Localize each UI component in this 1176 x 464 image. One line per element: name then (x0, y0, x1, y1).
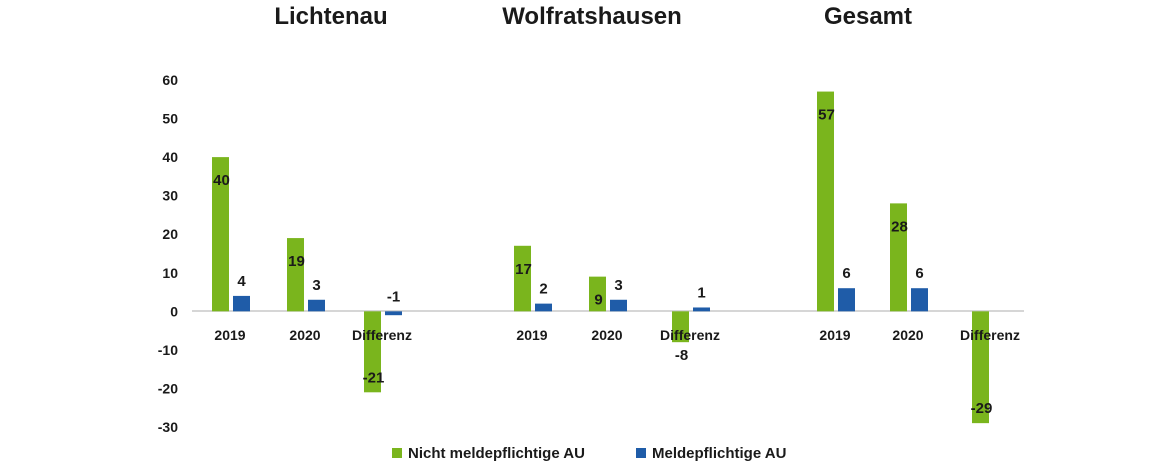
data-label: 57 (818, 107, 835, 124)
group-title: Gesamt (824, 3, 912, 30)
bar-meldepflichtig (385, 311, 402, 316)
bar-nicht-meldepflichtig (972, 311, 989, 424)
data-label: 9 (594, 292, 602, 309)
data-labels: 40 19 -21 17 9 -8 57 28 -29 4 3 -1 2 3 1 6 6 (213, 107, 992, 418)
bar-nicht-meldepflichtig (514, 245, 531, 312)
y-axis: 60 50 40 30 20 10 0 -10 -20 -30 (158, 72, 178, 435)
y-tick-label: 50 (162, 111, 178, 127)
category-label: Differenz (960, 327, 1020, 343)
data-label: 19 (288, 253, 305, 270)
bar-nicht-meldepflichtig (890, 203, 907, 312)
data-label: 6 (915, 265, 923, 282)
category-label: 2020 (289, 327, 320, 343)
legend-swatch (392, 448, 402, 458)
category-labels: 2019 2020 Differenz 2019 2020 Differenz 2019 20… (214, 327, 1020, 343)
legend: Nicht meldepflichtige AU Meldepflichtige … (392, 445, 786, 462)
bar-nicht-meldepflichtig (364, 311, 381, 393)
bar-nicht-meldepflichtig (212, 157, 229, 312)
data-label: 6 (842, 265, 850, 282)
y-tick-label: 30 (162, 188, 178, 204)
category-label: Differenz (352, 327, 412, 343)
category-label: 2019 (819, 327, 850, 343)
bar-meldepflichtig (838, 288, 855, 312)
y-tick-label: 40 (162, 149, 178, 165)
y-tick-label: 10 (162, 265, 178, 281)
data-label: 3 (614, 277, 622, 294)
bar-meldepflichtig (693, 307, 710, 312)
bars (212, 91, 989, 424)
legend-label: Nicht meldepflichtige AU (408, 445, 585, 462)
bar-meldepflichtig (233, 295, 250, 312)
bar-meldepflichtig (308, 299, 325, 312)
category-label: 2020 (591, 327, 622, 343)
bar-nicht-meldepflichtig (287, 238, 304, 312)
category-label: 2019 (214, 327, 245, 343)
category-label: Differenz (660, 327, 720, 343)
data-label: -8 (675, 347, 688, 364)
bar-nicht-meldepflichtig (672, 311, 689, 343)
bar-meldepflichtig (535, 303, 552, 312)
data-label: 1 (697, 284, 705, 301)
group-titles: Lichtenau Wolfratshausen Gesamt (274, 3, 912, 30)
data-label: 4 (237, 273, 246, 290)
category-label: 2020 (892, 327, 923, 343)
y-tick-label: -30 (158, 419, 178, 435)
data-label: -29 (971, 400, 993, 417)
data-label: -1 (387, 288, 400, 305)
data-label: -21 (363, 369, 385, 386)
group-title: Lichtenau (274, 3, 387, 30)
legend-swatch (636, 448, 646, 458)
bar-nicht-meldepflichtig (817, 91, 834, 312)
legend-label: Meldepflichtige AU (652, 445, 786, 462)
y-tick-label: 60 (162, 72, 178, 88)
y-tick-label: 20 (162, 226, 178, 242)
y-tick-label: 0 (170, 303, 178, 319)
data-label: 2 (539, 281, 547, 298)
data-label: 28 (891, 218, 908, 235)
bar-meldepflichtig (911, 288, 928, 312)
data-label: 17 (515, 261, 532, 278)
bar-nicht-meldepflichtig (589, 276, 606, 312)
category-label: 2019 (516, 327, 547, 343)
data-label: 3 (312, 277, 320, 294)
y-tick-label: -10 (158, 342, 178, 358)
group-title: Wolfratshausen (502, 3, 682, 30)
y-tick-label: -20 (158, 380, 178, 396)
bar-meldepflichtig (610, 299, 627, 312)
data-label: 40 (213, 172, 230, 189)
